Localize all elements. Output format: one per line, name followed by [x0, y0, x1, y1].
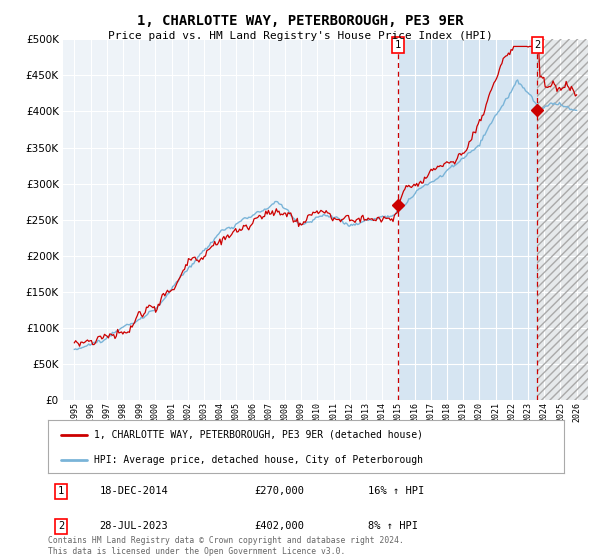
- Text: £270,000: £270,000: [254, 487, 304, 496]
- Bar: [398, 39, 538, 400]
- Bar: [538, 39, 588, 400]
- Text: 1, CHARLOTTE WAY, PETERBOROUGH, PE3 9ER (detached house): 1, CHARLOTTE WAY, PETERBOROUGH, PE3 9ER …: [94, 430, 424, 440]
- Text: Contains HM Land Registry data © Crown copyright and database right 2024.
This d: Contains HM Land Registry data © Crown c…: [48, 536, 404, 556]
- Text: 2: 2: [58, 521, 64, 531]
- Text: 1, CHARLOTTE WAY, PETERBOROUGH, PE3 9ER: 1, CHARLOTTE WAY, PETERBOROUGH, PE3 9ER: [137, 14, 463, 28]
- Text: 28-JUL-2023: 28-JUL-2023: [100, 521, 169, 531]
- Text: £402,000: £402,000: [254, 521, 304, 531]
- Text: 2: 2: [535, 40, 541, 50]
- Text: 16% ↑ HPI: 16% ↑ HPI: [368, 487, 424, 496]
- Text: Price paid vs. HM Land Registry's House Price Index (HPI): Price paid vs. HM Land Registry's House …: [107, 31, 493, 41]
- Text: 1: 1: [395, 40, 401, 50]
- Text: 18-DEC-2014: 18-DEC-2014: [100, 487, 169, 496]
- Text: HPI: Average price, detached house, City of Peterborough: HPI: Average price, detached house, City…: [94, 455, 424, 465]
- Text: 8% ↑ HPI: 8% ↑ HPI: [368, 521, 418, 531]
- Bar: [538, 39, 588, 400]
- Text: 1: 1: [58, 487, 64, 496]
